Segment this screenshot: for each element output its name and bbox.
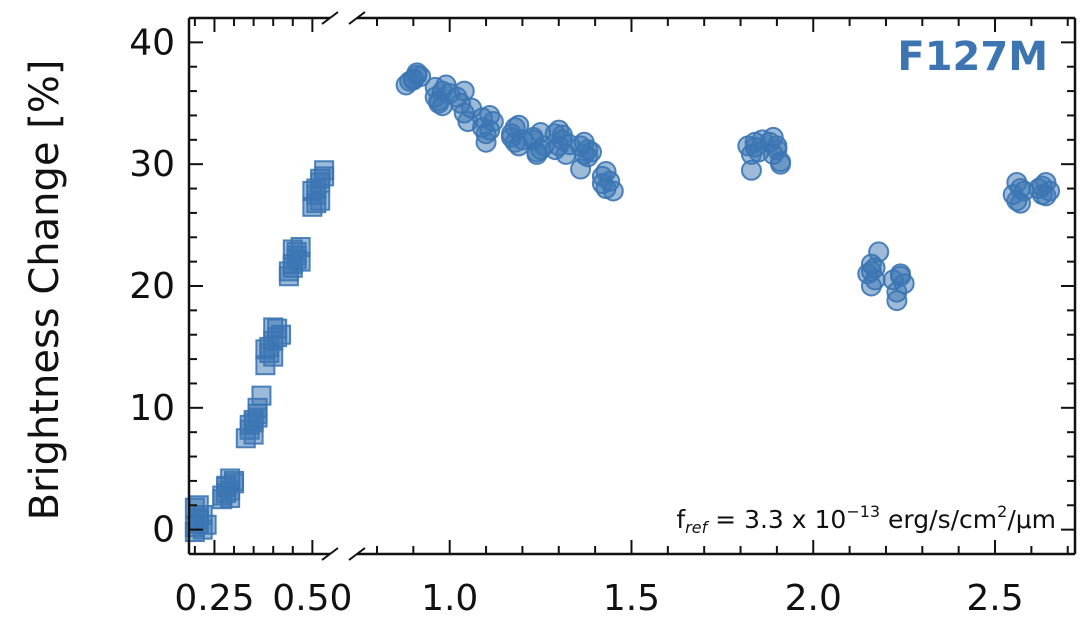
tick-labels: 0 10 20 30 40 0.25 0.50 1.0 1.5 2.0 2.5	[129, 22, 1023, 619]
annotation-unit-exponent: 2	[997, 502, 1007, 521]
data-point-circle	[740, 159, 762, 181]
data-point-circle	[1009, 178, 1031, 200]
data-point-circle	[886, 290, 908, 312]
data-point-circle	[770, 153, 792, 175]
data-point-circle	[1035, 185, 1057, 207]
data-points	[184, 62, 1061, 543]
y-axis-label: Brightness Change [%]	[22, 60, 68, 521]
data-point-square	[251, 385, 272, 406]
annotation-subscript: ref	[685, 518, 709, 537]
data-point-square	[255, 339, 276, 360]
axis-break-mark	[321, 547, 339, 561]
reference-flux-annotation: fref = 3.3 x 10−13 erg/s/cm2/μm	[676, 502, 1056, 537]
data-point-circle	[766, 135, 788, 157]
data-point-square	[263, 317, 284, 338]
annotation-prefix: f	[676, 505, 686, 534]
x-tick-label: 0.50	[272, 578, 352, 619]
annotation-middle: = 3.3 x 10	[707, 505, 846, 534]
axes-frame	[187, 11, 1077, 561]
panel-label: F127M	[897, 34, 1048, 80]
data-point-square	[286, 249, 307, 270]
axis-break-mark	[348, 11, 366, 25]
x-tick-label: 2.5	[966, 578, 1023, 619]
annotation-unit-a: erg/s/cm	[880, 505, 997, 534]
data-point-circle	[446, 86, 468, 108]
data-point-square	[220, 487, 241, 508]
data-point-circle	[577, 146, 599, 168]
y-tick-label: 30	[129, 144, 175, 185]
data-point-square	[247, 407, 268, 428]
data-point-circle	[860, 260, 882, 282]
data-point-square	[310, 168, 331, 189]
y-tick-label: 0	[152, 510, 175, 551]
annotation-unit-b: /μm	[1007, 505, 1056, 534]
data-point-square	[188, 509, 209, 530]
axis-break-mark	[321, 11, 339, 25]
axis-break-mark	[348, 547, 366, 561]
y-tick-label: 40	[129, 22, 175, 63]
x-tick-label: 2.0	[785, 578, 842, 619]
x-tick-label: 0.25	[174, 578, 254, 619]
annotation-exponent: −13	[846, 502, 880, 521]
x-tick-label: 1.0	[421, 578, 478, 619]
x-tick-label: 1.5	[603, 578, 660, 619]
data-point-circle	[591, 173, 613, 195]
y-tick-label: 20	[129, 266, 175, 307]
data-point-circle	[402, 69, 424, 91]
data-point-circle	[889, 265, 911, 287]
axis-ticks	[189, 18, 1075, 554]
data-point-square	[306, 193, 327, 214]
data-point-circle	[479, 119, 501, 141]
data-point-circle	[424, 76, 446, 98]
y-tick-label: 10	[129, 388, 175, 429]
